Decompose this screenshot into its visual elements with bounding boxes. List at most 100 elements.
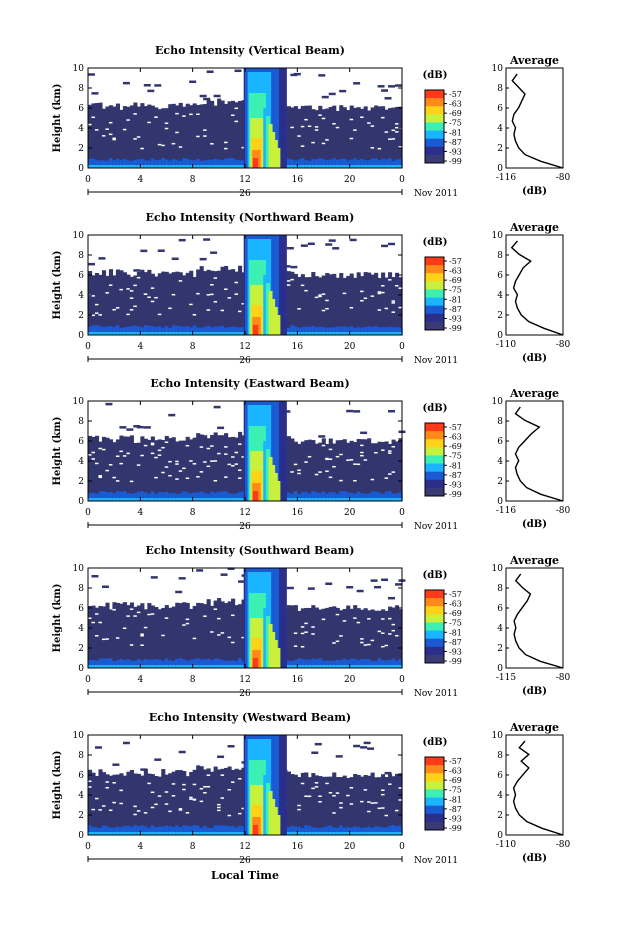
avg-y-tick-label: 8 — [497, 417, 503, 427]
colorbar-tick-label: -63 — [449, 100, 462, 109]
echo-cell — [363, 439, 368, 501]
echo-cell — [220, 266, 225, 335]
avg-title: Average — [509, 387, 559, 400]
gap-streak — [189, 798, 195, 800]
colorbar-swatch — [425, 805, 444, 815]
colorbar-tick-label: -81 — [449, 461, 462, 470]
gap-streak — [140, 147, 147, 150]
avg-x-tick-label: -116 — [496, 506, 516, 516]
surface-layer — [360, 832, 365, 835]
low-layer — [300, 158, 305, 166]
surface-layer — [363, 665, 368, 668]
low-layer — [384, 827, 389, 835]
low-layer — [227, 493, 232, 501]
echo-cell — [321, 438, 326, 501]
low-layer — [307, 659, 312, 667]
gap-streak — [304, 631, 309, 633]
colorbar-tick-label: -99 — [449, 657, 462, 666]
surface-layer — [314, 832, 319, 835]
surface-layer — [395, 665, 400, 668]
surface-layer — [217, 832, 222, 835]
surface-layer — [360, 498, 365, 501]
surface-layer — [101, 165, 107, 168]
echo-cell — [185, 602, 190, 668]
echo-cell — [94, 103, 100, 168]
echo-cell — [286, 605, 291, 668]
surface-layer — [147, 665, 152, 668]
sparse-echo — [189, 80, 197, 84]
surface-layer — [391, 832, 396, 835]
y-tick-label: 0 — [78, 497, 84, 507]
sparse-echo — [356, 589, 364, 593]
surface-layer — [203, 832, 208, 835]
low-layer — [353, 493, 358, 501]
echo-cell — [328, 274, 333, 335]
surface-layer — [363, 498, 368, 501]
surface-layer — [227, 165, 232, 168]
gap-streak — [115, 307, 121, 309]
low-layer — [231, 660, 236, 668]
month-label: Nov 2011 — [414, 689, 458, 699]
echo-cell — [360, 276, 365, 335]
surface-layer — [384, 165, 389, 168]
echo-cell — [119, 270, 124, 335]
echo-cell — [126, 274, 131, 335]
surface-layer — [210, 498, 215, 501]
colorbar-swatch — [425, 106, 444, 115]
tail-cell — [265, 616, 270, 668]
low-layer — [129, 160, 134, 168]
low-layer — [395, 660, 400, 668]
echo-cell — [112, 774, 117, 835]
surface-layer — [332, 832, 337, 835]
echo-cell — [381, 441, 386, 501]
surface-layer — [150, 832, 155, 835]
sparse-echo — [206, 70, 214, 73]
surface-layer — [108, 498, 114, 501]
echo-cell — [335, 607, 340, 668]
echo-cell — [391, 439, 396, 501]
echo-cell — [122, 775, 127, 835]
low-layer — [98, 827, 103, 835]
surface-layer — [377, 498, 382, 501]
avg-title: Average — [509, 721, 559, 734]
echo-cell — [367, 110, 372, 168]
echo-cell — [122, 602, 127, 668]
low-layer — [360, 327, 365, 335]
colorbar-swatch — [425, 122, 444, 132]
avg-y-tick-label: 4 — [497, 624, 503, 634]
low-layer — [325, 327, 330, 335]
echo-cell — [210, 270, 215, 335]
surface-layer — [356, 498, 361, 501]
low-layer — [101, 491, 107, 499]
colorbar-tick-label: -87 — [449, 471, 462, 480]
gap-streak — [122, 455, 127, 457]
gap-streak — [325, 470, 332, 473]
surface-layer — [241, 165, 246, 168]
echo-cell — [136, 271, 141, 335]
low-layer — [101, 825, 107, 833]
sparse-echo — [178, 238, 186, 242]
echo-cell — [290, 438, 295, 501]
surface-layer — [318, 498, 323, 501]
low-layer — [192, 658, 197, 666]
echo-cell — [356, 107, 361, 168]
gap-streak — [370, 802, 377, 804]
y-tick-label: 8 — [78, 584, 84, 594]
echo-cell — [377, 777, 382, 835]
echo-cell — [311, 773, 316, 835]
echo-cell — [328, 776, 333, 835]
surface-layer — [339, 498, 344, 501]
low-layer — [370, 827, 375, 835]
echo-cell — [196, 269, 201, 335]
surface-layer — [349, 498, 354, 501]
surface-layer — [147, 498, 152, 501]
sparse-echo — [178, 577, 186, 580]
colorbar-swatch — [425, 138, 444, 148]
surface-layer — [112, 165, 117, 168]
surface-layer — [164, 665, 169, 668]
surface-layer — [238, 832, 243, 835]
tail-cell — [273, 807, 278, 835]
surface-layer — [147, 832, 152, 835]
echo-cell — [147, 603, 152, 668]
surface-layer — [339, 832, 344, 835]
